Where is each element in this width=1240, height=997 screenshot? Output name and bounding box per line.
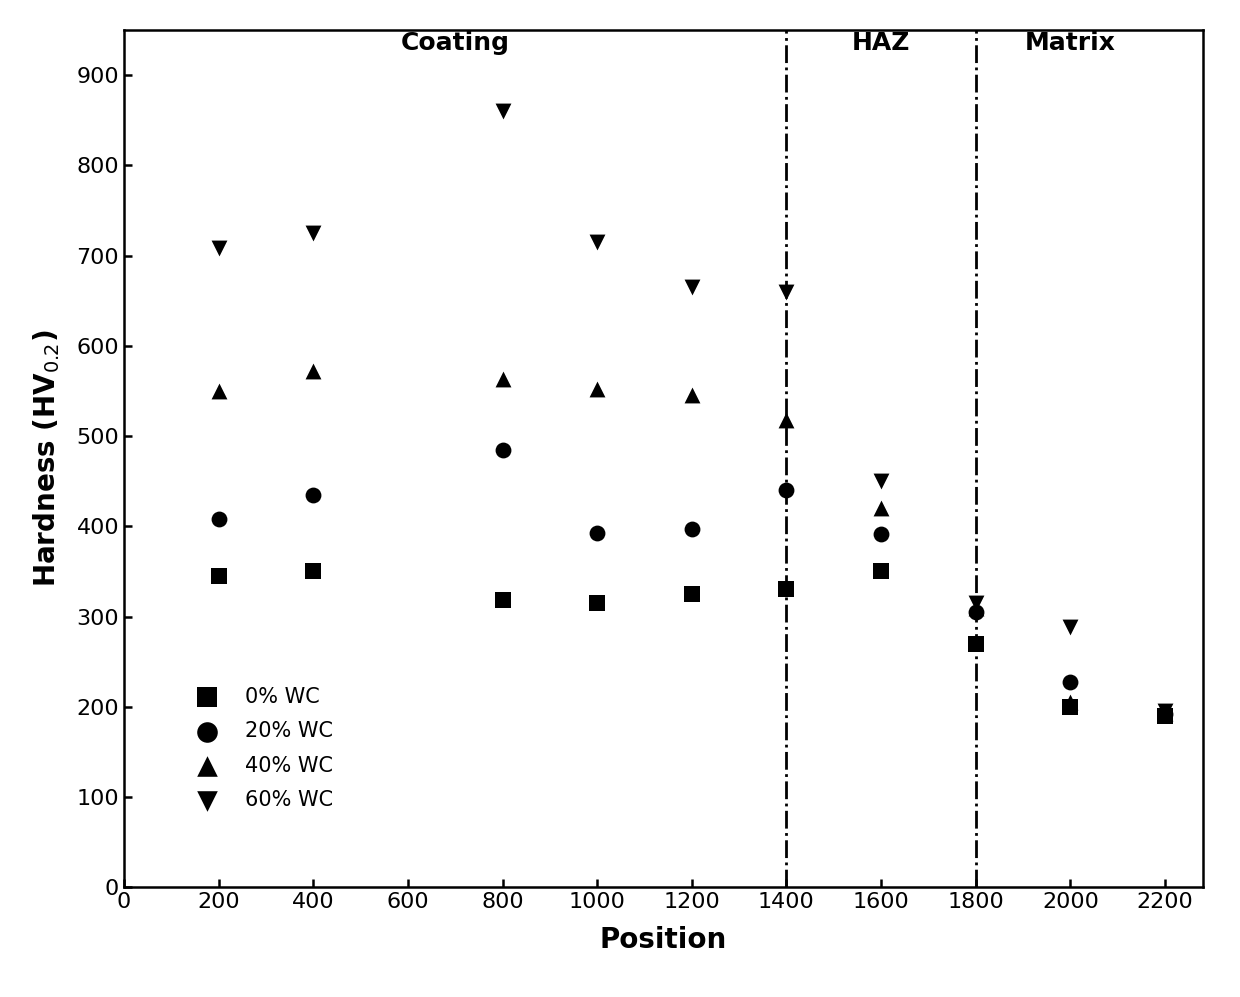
- 20% WC: [208, 511, 228, 527]
- X-axis label: Position: Position: [600, 926, 727, 954]
- 0% WC: [588, 595, 608, 611]
- 20% WC: [966, 604, 986, 620]
- 20% WC: [1154, 706, 1174, 722]
- 40% WC: [492, 371, 512, 387]
- Text: HAZ: HAZ: [852, 32, 910, 56]
- 20% WC: [776, 483, 796, 498]
- 60% WC: [966, 595, 986, 611]
- 20% WC: [682, 521, 702, 537]
- 60% WC: [1060, 619, 1080, 635]
- 20% WC: [588, 524, 608, 540]
- 60% WC: [304, 225, 324, 241]
- 0% WC: [492, 592, 512, 608]
- 20% WC: [304, 487, 324, 502]
- 0% WC: [776, 581, 796, 597]
- 20% WC: [872, 525, 892, 541]
- 60% WC: [1154, 703, 1174, 719]
- 40% WC: [966, 599, 986, 615]
- 40% WC: [872, 500, 892, 516]
- Y-axis label: Hardness (HV$_{0.2}$): Hardness (HV$_{0.2}$): [32, 330, 62, 587]
- 60% WC: [682, 279, 702, 295]
- 0% WC: [208, 568, 228, 584]
- 40% WC: [304, 363, 324, 379]
- 40% WC: [208, 383, 228, 399]
- 40% WC: [1154, 705, 1174, 721]
- Text: Matrix: Matrix: [1025, 32, 1116, 56]
- 40% WC: [588, 381, 608, 397]
- 60% WC: [872, 474, 892, 490]
- 0% WC: [872, 563, 892, 579]
- 20% WC: [1060, 674, 1080, 690]
- 60% WC: [208, 240, 228, 256]
- 40% WC: [1060, 694, 1080, 710]
- 40% WC: [682, 388, 702, 404]
- 40% WC: [776, 412, 796, 428]
- 0% WC: [682, 586, 702, 602]
- 60% WC: [492, 103, 512, 119]
- 0% WC: [1154, 708, 1174, 724]
- 0% WC: [1060, 699, 1080, 715]
- Text: Coating: Coating: [401, 32, 510, 56]
- Legend: 0% WC, 20% WC, 40% WC, 60% WC: 0% WC, 20% WC, 40% WC, 60% WC: [179, 678, 341, 819]
- 0% WC: [304, 563, 324, 579]
- 0% WC: [966, 636, 986, 652]
- 60% WC: [776, 284, 796, 300]
- 60% WC: [588, 234, 608, 250]
- 20% WC: [492, 442, 512, 458]
